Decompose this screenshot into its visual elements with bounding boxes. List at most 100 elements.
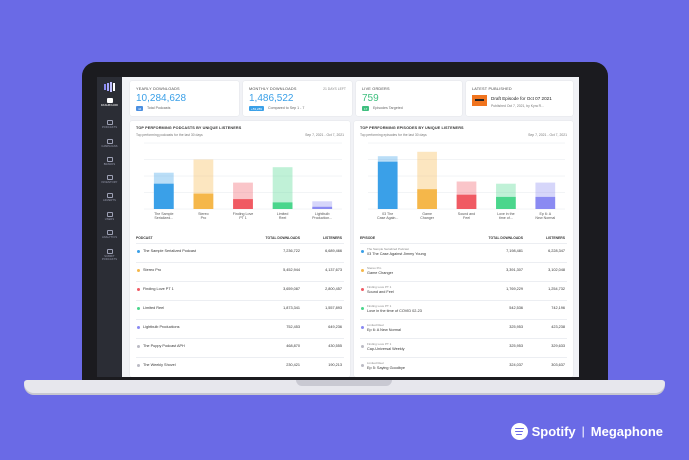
listeners: 303,637: [551, 363, 565, 367]
col-podcast: PODCAST: [136, 236, 153, 240]
latest-published-card[interactable]: LATEST PUBLISHED Draft Episode for Oct 0…: [466, 81, 573, 116]
table-row[interactable]: Limited Reel Ep 5: Saying Goodbye 324,037 3…: [360, 357, 567, 374]
episode-name[interactable]: Cap-Universal Weekly: [367, 347, 405, 351]
podcast-name[interactable]: Stereo Pro: [143, 268, 162, 272]
table-row[interactable]: Limited Reel 1,873,341 1,557,893: [136, 300, 344, 317]
megaphone-wordmark: Megaphone: [590, 423, 663, 439]
podcast-name[interactable]: Finding Love PT 1: [143, 287, 174, 291]
episode-show: Finding Love PT 1: [367, 285, 392, 289]
series-color-dot: [361, 288, 364, 291]
sidebar-item-dashboard[interactable]: DASHBOARD: [97, 98, 122, 107]
sidebar-item-podcasts[interactable]: PODCASTS: [97, 120, 122, 129]
sidebar-item-brands[interactable]: BRANDS: [97, 157, 122, 166]
episode-show: Finding Love PT 1: [367, 304, 392, 308]
megaphone-logo-icon: [104, 82, 115, 92]
listeners: 1,254,732: [548, 287, 565, 291]
episode-show: Stereo Pro: [367, 266, 382, 270]
stat-value: 1,486,522: [249, 93, 294, 104]
sidebar-item-inventory[interactable]: INVENTORY: [97, 175, 122, 184]
table-row[interactable]: Finding Love PT 1 3,659,087 2,800,457: [136, 281, 344, 298]
sidebar-item-analytics[interactable]: ANALYTICS: [97, 230, 122, 239]
date-range[interactable]: Sep 7, 2021 - Oct 7, 2021: [528, 133, 567, 137]
total-downloads: 752,453: [286, 325, 300, 329]
live-orders-card[interactable]: LIVE ORDERS 759 17 Episodes Targeted: [356, 81, 462, 116]
tick-label: Finding Love PT 1: [233, 212, 254, 220]
series-color-dot: [361, 307, 364, 310]
total-downloads: 324,037: [509, 363, 523, 367]
date-range[interactable]: Sep 7, 2021 - Oct 7, 2021: [305, 133, 344, 137]
stat-sub: Episodes Targeted: [373, 106, 403, 110]
dashboard-screen: DASHBOARD PODCASTS CAMPAIGNS BRANDS INVE…: [97, 77, 579, 377]
sidebar-item-adverts[interactable]: ADVERTS: [97, 193, 122, 202]
sidebar-item-campaigns[interactable]: CAMPAIGNS: [97, 139, 122, 148]
podcast-name[interactable]: Lightbulb Productions: [143, 325, 180, 329]
spotify-logo-icon: [510, 422, 528, 440]
monthly-downloads-card[interactable]: MONTHLY DOWNLOADS 21 DAYS LEFT 1,486,522…: [243, 81, 352, 116]
sidebar-item-users[interactable]: USERS: [97, 212, 122, 221]
brand-separator: |: [581, 424, 585, 438]
adverts-icon: [106, 193, 113, 198]
table-row[interactable]: Stereo Pro 5,452,944 4,137,673: [136, 262, 344, 279]
table-row[interactable]: The Sample Serialized Podcast 7,236,722 6,…: [136, 243, 344, 260]
latest-episode-title[interactable]: Draft Episode for Oct 07 2021: [491, 96, 552, 101]
stat-badge: 17: [362, 106, 370, 111]
total-downloads: 1,873,341: [283, 306, 300, 310]
episode-name[interactable]: Game Changer: [367, 271, 393, 275]
episode-name[interactable]: 03 The Case Against Jimmy Young: [367, 252, 426, 256]
stat-badge: 44: [136, 106, 144, 111]
podcast-name[interactable]: Limited Reel: [143, 306, 165, 310]
podcast-name[interactable]: The Sample Serialized Podcast: [143, 249, 196, 253]
sidebar-item-submit-podcasts[interactable]: SUBMIT PODCASTS: [97, 249, 122, 261]
stat-value: 10,284,628: [136, 93, 187, 104]
podcasts-bar-chart: The Sample Serialized... Stereo Pro Finding …: [144, 142, 342, 220]
listeners: 6,228,347: [548, 249, 565, 253]
total-downloads: 1,769,229: [506, 287, 523, 291]
episode-name[interactable]: Love in the time of COVID 02-23: [367, 309, 422, 313]
bar-unique: [312, 206, 333, 209]
tick-label: 03 The Case Again...: [377, 212, 398, 220]
yearly-downloads-card[interactable]: YEARLY DOWNLOADS 10,284,628 44 Total Pod…: [130, 81, 239, 116]
episode-show: The Sample Serialized Podcast: [367, 247, 409, 251]
podcast-name[interactable]: The Weekly Shovel: [143, 363, 176, 367]
stat-sub: Total Podcasts: [147, 106, 171, 110]
total-downloads: 7,198,481: [506, 249, 523, 253]
episode-name[interactable]: Ep 6: A New Normal: [367, 328, 401, 332]
total-downloads: 7,236,722: [283, 249, 300, 253]
listeners: 190,213: [328, 363, 342, 367]
sidebar: DASHBOARD PODCASTS CAMPAIGNS BRANDS INVE…: [97, 77, 122, 377]
bar-unique: [193, 193, 214, 209]
episode-name[interactable]: Ep 5: Saying Goodbye: [367, 366, 405, 370]
col-episode: EPISODE: [360, 236, 376, 240]
bar-unique: [233, 199, 253, 209]
table-row[interactable]: Lightbulb Productions 752,453 649,236: [136, 319, 344, 336]
listeners: 6,689,466: [325, 249, 342, 253]
bar-unique: [272, 202, 293, 209]
stat-label: LIVE ORDERS: [362, 87, 390, 91]
brands-icon: [106, 157, 113, 162]
col-listeners: LISTENERS: [545, 236, 565, 240]
top-episodes-panel: TOP PERFORMING EPISODES BY UNIQUE LISTEN…: [354, 121, 573, 377]
table-row[interactable]: Finding Love PT 1 Sound and Feel 1,769,229…: [360, 281, 567, 298]
podcast-name[interactable]: The Puppy Podcast APH: [143, 344, 185, 348]
stat-sub: Compared to Sep 1 - 7: [268, 106, 305, 110]
total-downloads: 325,953: [509, 325, 523, 329]
series-color-dot: [137, 326, 140, 329]
table-row[interactable]: Finding Love PT 1 Cap-Universal Weekly 325…: [360, 338, 567, 355]
dashboard-icon: [106, 98, 113, 103]
episode-thumbnail: [472, 95, 487, 106]
total-downloads: 3,391,307: [506, 268, 523, 272]
tick-label: Love in the time of...: [497, 212, 515, 220]
table-row[interactable]: The Weekly Shovel 230,421 190,213: [136, 357, 344, 374]
table-row[interactable]: The Sample Serialized Podcast 03 The Case…: [360, 243, 567, 260]
table-row[interactable]: Stereo Pro Game Changer 3,391,307 3,102,048: [360, 262, 567, 279]
tick-label: Ep 6: A New Normal: [535, 212, 555, 220]
tick-label: Stereo Pro: [198, 212, 209, 220]
bar-unique: [153, 183, 174, 209]
series-color-dot: [361, 326, 364, 329]
episode-name[interactable]: Sound and Feel: [367, 290, 394, 294]
table-row[interactable]: Finding Love PT 1 Love in the time of COV…: [360, 300, 567, 317]
tick-label: The Sample Serialized...: [154, 212, 173, 220]
table-row[interactable]: Limited Reel Ep 6: A New Normal 325,953 423…: [360, 319, 567, 336]
table-row[interactable]: The Puppy Podcast APH 468,870 430,555: [136, 338, 344, 355]
bar-unique: [377, 161, 398, 209]
